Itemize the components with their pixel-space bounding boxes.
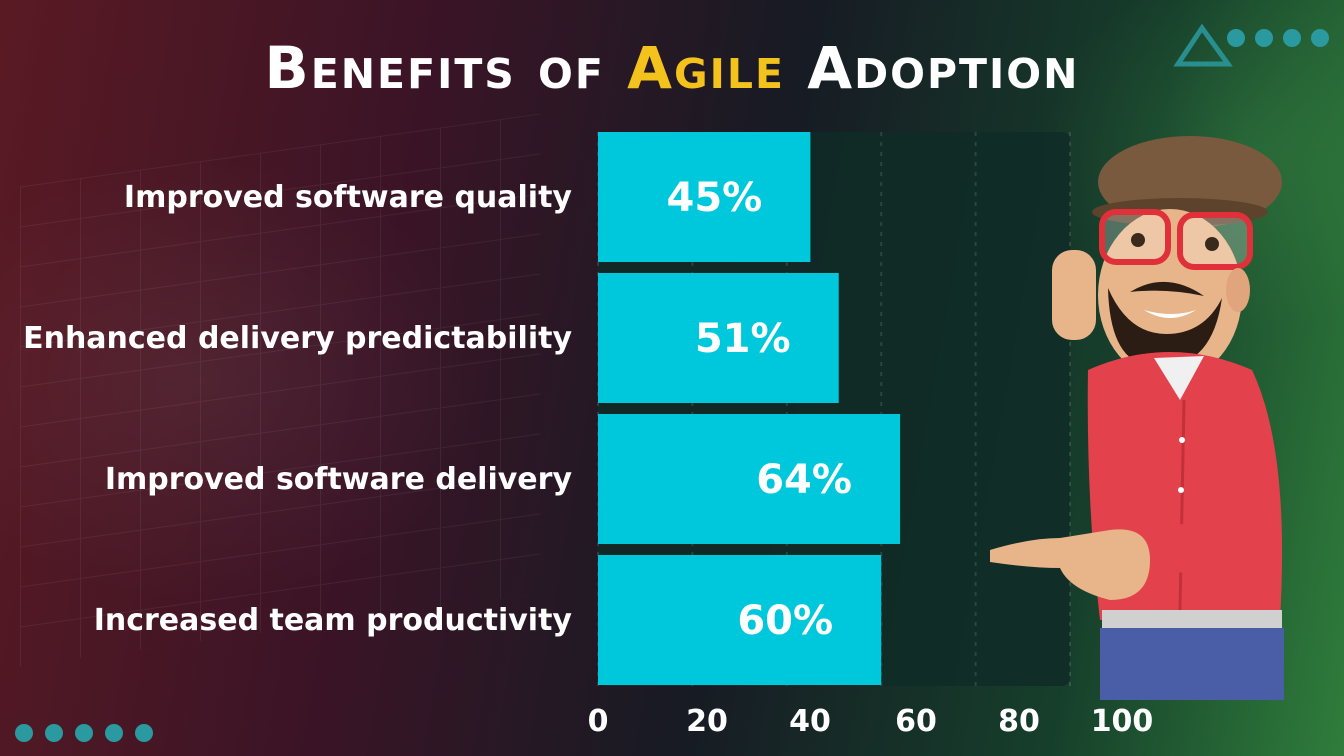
- category-label: Enhanced delivery predictability: [23, 321, 572, 356]
- bar: [598, 414, 901, 544]
- bar: [598, 555, 882, 685]
- cartoon-man-pointing: [990, 120, 1310, 700]
- category-label: Increased team productivity: [94, 603, 573, 638]
- title-suffix: Adoption: [807, 34, 1080, 102]
- x-tick-label: 0: [588, 704, 609, 739]
- page-title: Benefits of Agile Adoption: [0, 30, 1344, 106]
- bar: [598, 273, 839, 403]
- data-label: 51%: [695, 316, 791, 362]
- x-tick-label: 20: [686, 704, 728, 739]
- title-prefix: Benefits of: [264, 34, 605, 102]
- category-label: Improved software quality: [124, 180, 573, 215]
- category-label: Improved software delivery: [105, 462, 573, 497]
- data-label: 60%: [737, 598, 833, 644]
- plot-area: [598, 132, 1070, 686]
- title-accent: Agile: [627, 34, 786, 102]
- x-tick-label: 60: [895, 704, 937, 739]
- dots-icon: [14, 722, 164, 744]
- data-label: 64%: [756, 457, 852, 503]
- triangle-dots-icon: [1172, 20, 1342, 70]
- x-tick-label: 80: [998, 704, 1040, 739]
- x-tick-label: 100: [1091, 704, 1154, 739]
- bar: [598, 132, 811, 262]
- x-tick-label: 40: [789, 704, 831, 739]
- data-label: 45%: [667, 175, 763, 221]
